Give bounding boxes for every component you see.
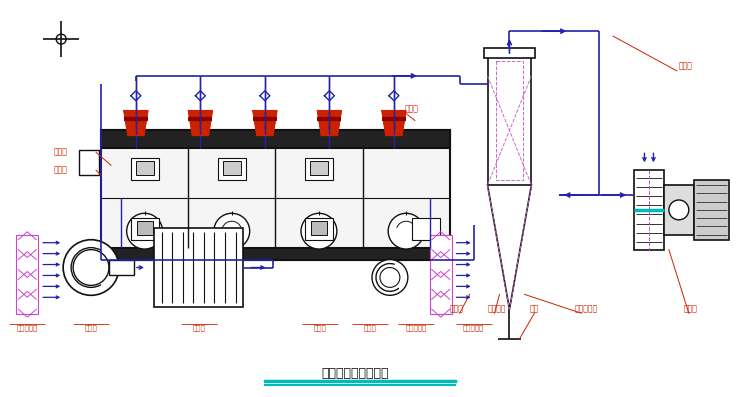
Bar: [131, 158, 159, 180]
Polygon shape: [382, 111, 406, 135]
Text: 空气过滤器: 空气过滤器: [463, 324, 484, 331]
Bar: [79, 150, 99, 175]
Bar: [430, 235, 452, 314]
Text: 袋滤器: 袋滤器: [405, 104, 419, 113]
Bar: [311, 221, 327, 235]
Bar: [154, 228, 243, 307]
Polygon shape: [318, 111, 341, 135]
Text: 干燥设备流程示意图: 干燥设备流程示意图: [321, 367, 389, 380]
Circle shape: [63, 240, 119, 295]
Bar: [137, 221, 152, 235]
Text: 截断门: 截断门: [53, 148, 67, 157]
Bar: [412, 218, 440, 240]
Bar: [305, 218, 333, 240]
Bar: [496, 61, 523, 180]
Polygon shape: [188, 111, 212, 135]
Text: 产品出口: 产品出口: [488, 305, 506, 314]
Bar: [131, 218, 159, 240]
Bar: [16, 235, 38, 314]
Text: 产品: 产品: [529, 305, 539, 314]
Circle shape: [301, 213, 337, 249]
Polygon shape: [253, 111, 277, 135]
Bar: [218, 158, 245, 180]
Circle shape: [388, 213, 424, 249]
Text: 加热炉: 加热炉: [314, 324, 327, 331]
Bar: [483, 48, 535, 58]
Polygon shape: [124, 111, 148, 135]
Circle shape: [380, 268, 400, 287]
Bar: [664, 185, 694, 235]
Text: 送风机: 送风机: [85, 324, 98, 331]
Text: 放气管: 放气管: [679, 62, 692, 70]
Bar: [488, 56, 531, 185]
Circle shape: [214, 213, 250, 249]
Bar: [101, 131, 450, 260]
Bar: [109, 260, 134, 276]
Text: 加料斗: 加料斗: [53, 166, 67, 175]
Text: 截断门: 截断门: [450, 305, 463, 314]
Circle shape: [73, 250, 109, 285]
Circle shape: [372, 260, 408, 295]
Text: 引风机: 引风机: [684, 305, 698, 314]
Bar: [222, 161, 241, 175]
Circle shape: [56, 34, 67, 44]
Bar: [101, 131, 450, 148]
Bar: [101, 248, 450, 260]
Bar: [136, 161, 154, 175]
Text: 旋风分离器: 旋风分离器: [574, 305, 597, 314]
Bar: [310, 161, 328, 175]
Bar: [694, 180, 729, 240]
Circle shape: [669, 200, 689, 220]
Circle shape: [126, 213, 163, 249]
Text: 空气过滤器: 空气过滤器: [17, 324, 38, 331]
Text: 电机送风机: 电机送风机: [405, 324, 426, 331]
Bar: [305, 158, 333, 180]
Text: 换热器: 换热器: [192, 324, 205, 331]
Bar: [634, 170, 664, 250]
Text: 减振器: 减振器: [364, 324, 376, 331]
